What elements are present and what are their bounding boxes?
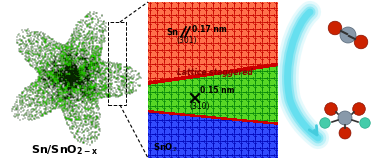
Circle shape: [354, 35, 368, 49]
Circle shape: [339, 127, 351, 139]
Circle shape: [360, 118, 370, 128]
Text: SnO$_2$: SnO$_2$: [153, 142, 177, 154]
Text: (310): (310): [190, 101, 210, 111]
Circle shape: [320, 118, 330, 128]
Circle shape: [328, 21, 342, 35]
Text: $\mathbf{Sn/SnO_{2-x}}$: $\mathbf{Sn/SnO_{2-x}}$: [31, 143, 99, 157]
Text: (301): (301): [177, 36, 197, 44]
Circle shape: [340, 27, 356, 43]
Circle shape: [325, 103, 337, 115]
Text: 0.15 nm: 0.15 nm: [200, 85, 234, 95]
Circle shape: [353, 103, 365, 115]
Text: Lattice staggered: Lattice staggered: [177, 68, 253, 76]
Text: 0.17 nm: 0.17 nm: [192, 24, 227, 33]
Circle shape: [338, 111, 352, 125]
Bar: [0, 0, 148, 160]
Text: Sn: Sn: [166, 28, 178, 36]
Bar: [108, 22, 126, 105]
